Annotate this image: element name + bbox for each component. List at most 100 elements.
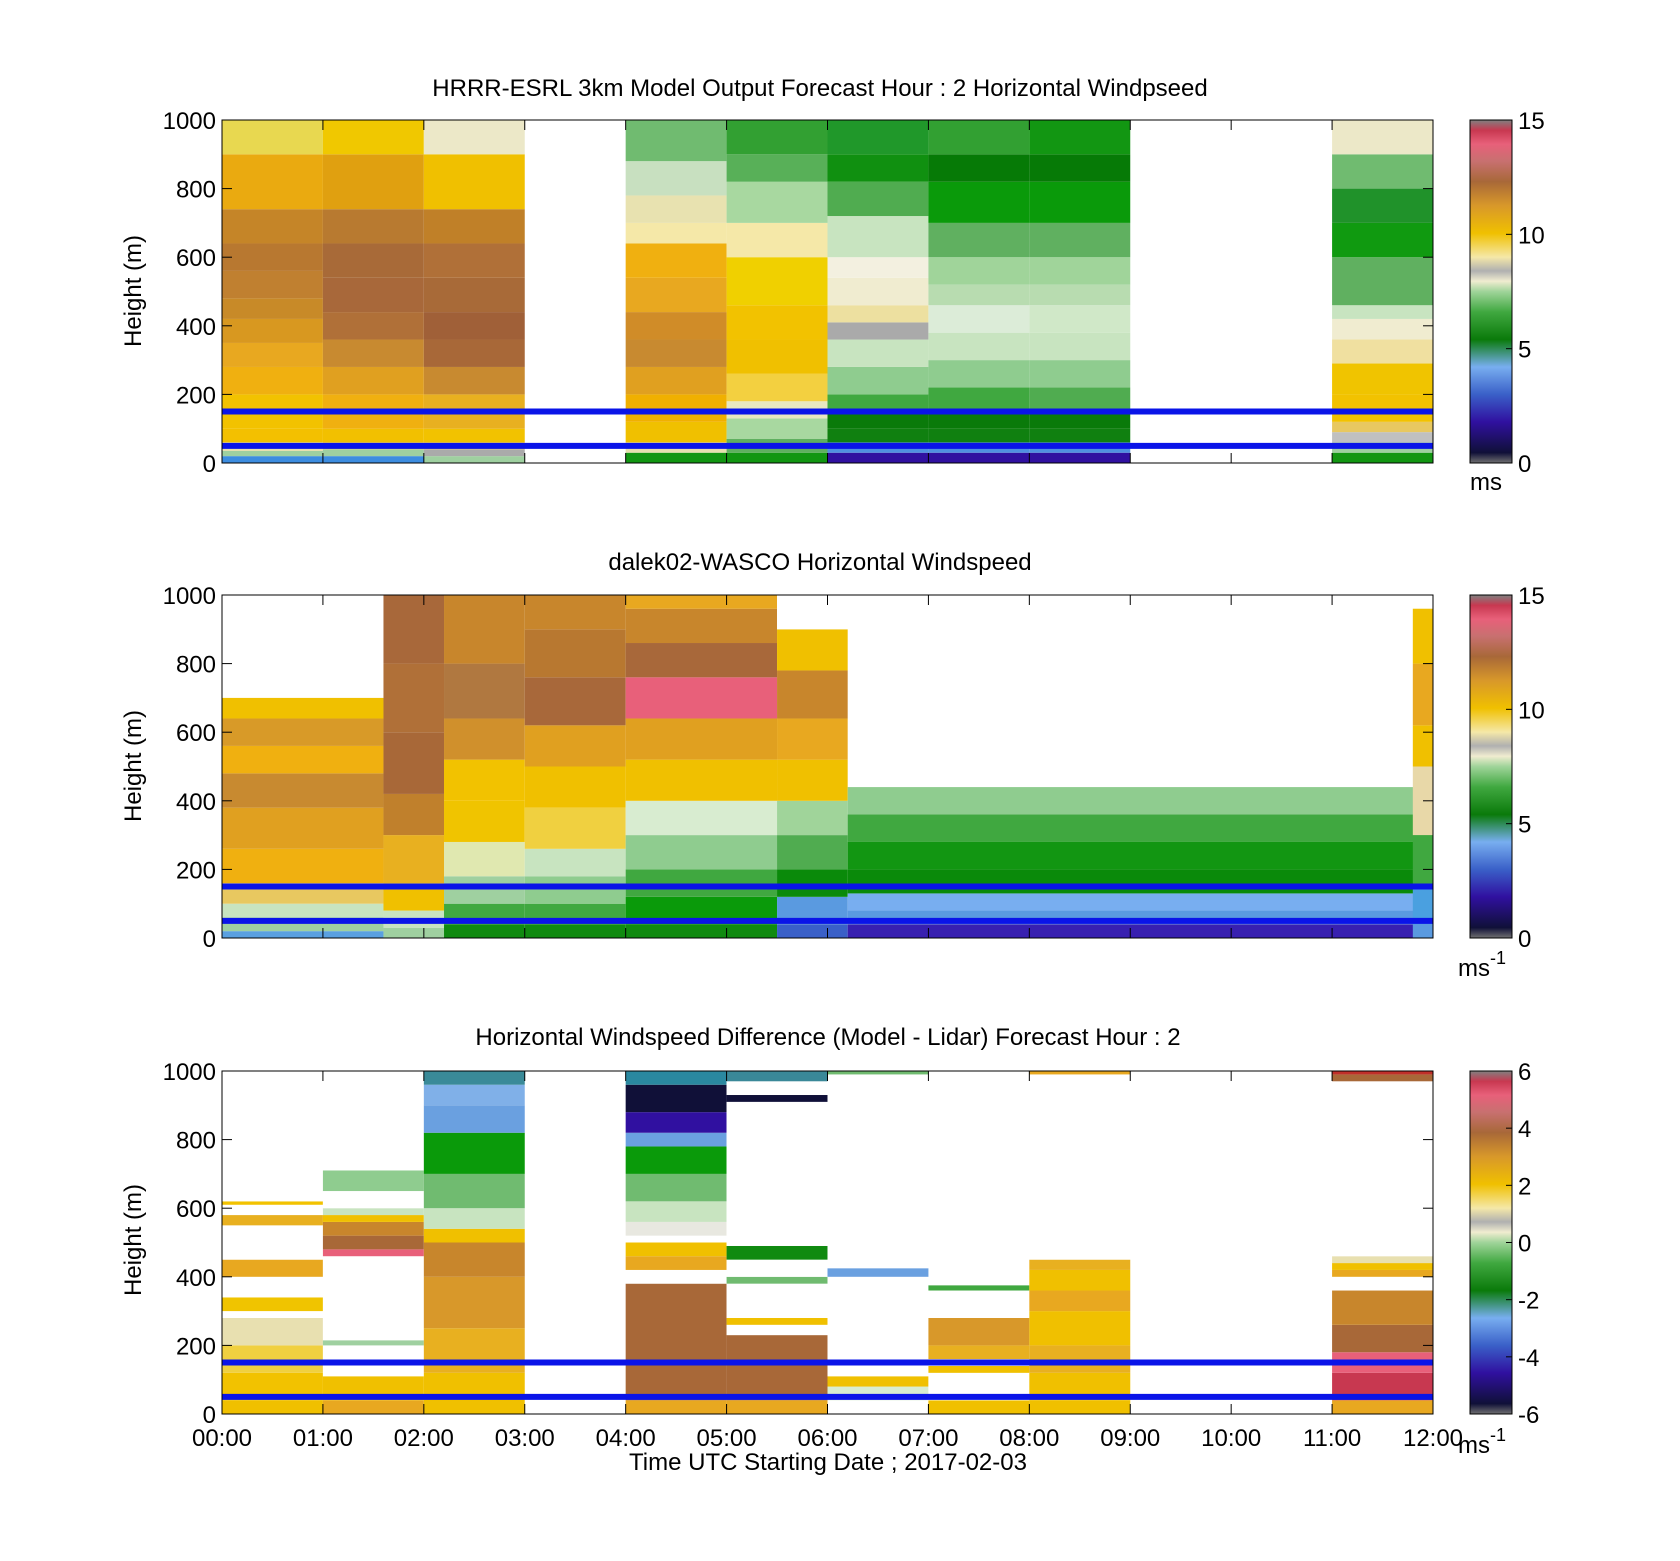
heatmap-cell xyxy=(625,366,727,395)
heatmap-cell xyxy=(423,449,525,457)
heatmap-cell xyxy=(777,835,848,870)
ylabel-1: Height (m) xyxy=(120,710,147,822)
heatmap-cell xyxy=(625,800,778,836)
heatmap-cell xyxy=(827,154,929,182)
heatmap-cell xyxy=(1029,332,1131,361)
heatmap-cell xyxy=(222,298,323,319)
heatmap-cell xyxy=(726,1317,828,1325)
heatmap-cell xyxy=(222,209,323,244)
y-tick-label: 600 xyxy=(176,245,216,272)
heatmap-cell xyxy=(322,1191,424,1209)
heatmap-cell xyxy=(222,154,323,210)
heatmap-cell xyxy=(222,366,323,395)
heatmap-cell xyxy=(1332,1400,1433,1414)
y-tick-label: 800 xyxy=(176,652,216,679)
heatmap-cell xyxy=(928,387,1030,412)
heatmap-cell xyxy=(1412,835,1433,887)
heatmap-cell xyxy=(928,305,1030,333)
heatmap-cell xyxy=(625,608,778,644)
heatmap-cell xyxy=(625,1283,727,1401)
heatmap-cells-2 xyxy=(222,1071,1433,1414)
heatmap-cell xyxy=(1332,339,1433,364)
heatmap-cell xyxy=(726,305,828,340)
cbar-unit-0: ms xyxy=(1470,469,1502,496)
colorbar-tick-label: 0 xyxy=(1518,451,1531,478)
heatmap-cell xyxy=(726,1101,828,1246)
heatmap-cell xyxy=(1412,886,1433,925)
heatmap-cell xyxy=(625,1269,727,1284)
heatmap-cell xyxy=(1412,924,1433,938)
y-tick-label: 1000 xyxy=(163,108,216,135)
heatmap-cell xyxy=(524,725,626,767)
heatmap-cell xyxy=(1332,1256,1433,1264)
heatmap-cell xyxy=(827,366,929,395)
heatmap-cell xyxy=(847,869,1433,894)
heatmap-cell xyxy=(524,629,626,678)
y-tick-label: 400 xyxy=(176,314,216,341)
heatmap-cell xyxy=(1029,181,1131,223)
heatmap-cell xyxy=(625,1400,727,1414)
heatmap-cell xyxy=(1332,394,1433,422)
heatmap-cell xyxy=(322,1400,424,1414)
heatmap-cell xyxy=(928,120,1030,155)
heatmap-cell xyxy=(1412,608,1433,664)
heatmap-cell xyxy=(444,759,525,801)
heatmap-cell xyxy=(726,154,828,182)
heatmap-cells-0 xyxy=(222,120,1433,463)
heatmap-cell xyxy=(1332,154,1433,189)
heatmap-cell xyxy=(827,452,929,463)
heatmap-cell xyxy=(222,450,323,457)
heatmap-cell xyxy=(1029,120,1131,155)
heatmap-cell xyxy=(423,1276,525,1329)
heatmap-cell xyxy=(423,277,525,313)
heatmap-cell xyxy=(222,243,323,271)
heatmap-cell xyxy=(847,893,1433,911)
heatmap-cell xyxy=(625,1173,727,1202)
heatmap-cell xyxy=(928,1311,1030,1318)
heatmap-cell xyxy=(928,332,1030,361)
heatmap-cell xyxy=(1332,257,1433,306)
heatmap-cell xyxy=(524,848,626,877)
y-tick-label: 0 xyxy=(203,1402,216,1429)
heatmap-cell xyxy=(1029,387,1131,412)
heatmap-cell xyxy=(1332,222,1433,258)
heatmap-cell xyxy=(625,643,778,678)
heatmap-cell xyxy=(625,1112,727,1133)
heatmap-cell xyxy=(222,807,384,849)
heatmap-cell xyxy=(1332,318,1433,340)
heatmap-cell xyxy=(625,421,727,443)
heatmap-cell xyxy=(928,257,1030,285)
ylabel-2: Height (m) xyxy=(120,1184,147,1296)
heatmap-cell xyxy=(777,869,848,897)
heatmap-cell xyxy=(928,222,1030,258)
heatmap-cell xyxy=(827,339,929,367)
heatmap-cell xyxy=(423,209,525,244)
heatmap-cell xyxy=(423,1071,525,1085)
y-tick-label: 0 xyxy=(203,451,216,478)
heatmap-cell xyxy=(222,1215,323,1226)
heatmap-cell xyxy=(423,1372,525,1414)
y-tick-label: 800 xyxy=(176,177,216,204)
heatmap-cell xyxy=(1029,1074,1131,1260)
colorbar-tick-label: -2 xyxy=(1518,1288,1539,1315)
heatmap-cell xyxy=(847,814,1433,842)
heatmap-cell xyxy=(625,1256,727,1270)
y-tick-label: 200 xyxy=(176,857,216,884)
heatmap-cell xyxy=(1332,1071,1433,1075)
heatmap-cell xyxy=(726,1259,828,1277)
heatmap-cell xyxy=(423,1105,525,1133)
heatmap-cell xyxy=(827,277,929,306)
heatmap-cell xyxy=(726,1095,828,1102)
heatmap-cell xyxy=(827,1074,929,1269)
heatmap-cell xyxy=(726,373,828,402)
heatmap-cell xyxy=(222,773,384,808)
heatmap-cell xyxy=(928,1317,1030,1346)
heatmap-cell xyxy=(726,1071,828,1082)
heatmap-cell xyxy=(1332,120,1433,155)
x-tick-label: 04:00 xyxy=(596,1425,656,1452)
colorbar-tick-label: -4 xyxy=(1518,1345,1539,1372)
heatmap-cell xyxy=(726,1276,828,1284)
heatmap-cell xyxy=(222,1259,323,1277)
heatmap-cell xyxy=(322,1215,424,1222)
colorbar-tick-label: 2 xyxy=(1518,1173,1531,1200)
